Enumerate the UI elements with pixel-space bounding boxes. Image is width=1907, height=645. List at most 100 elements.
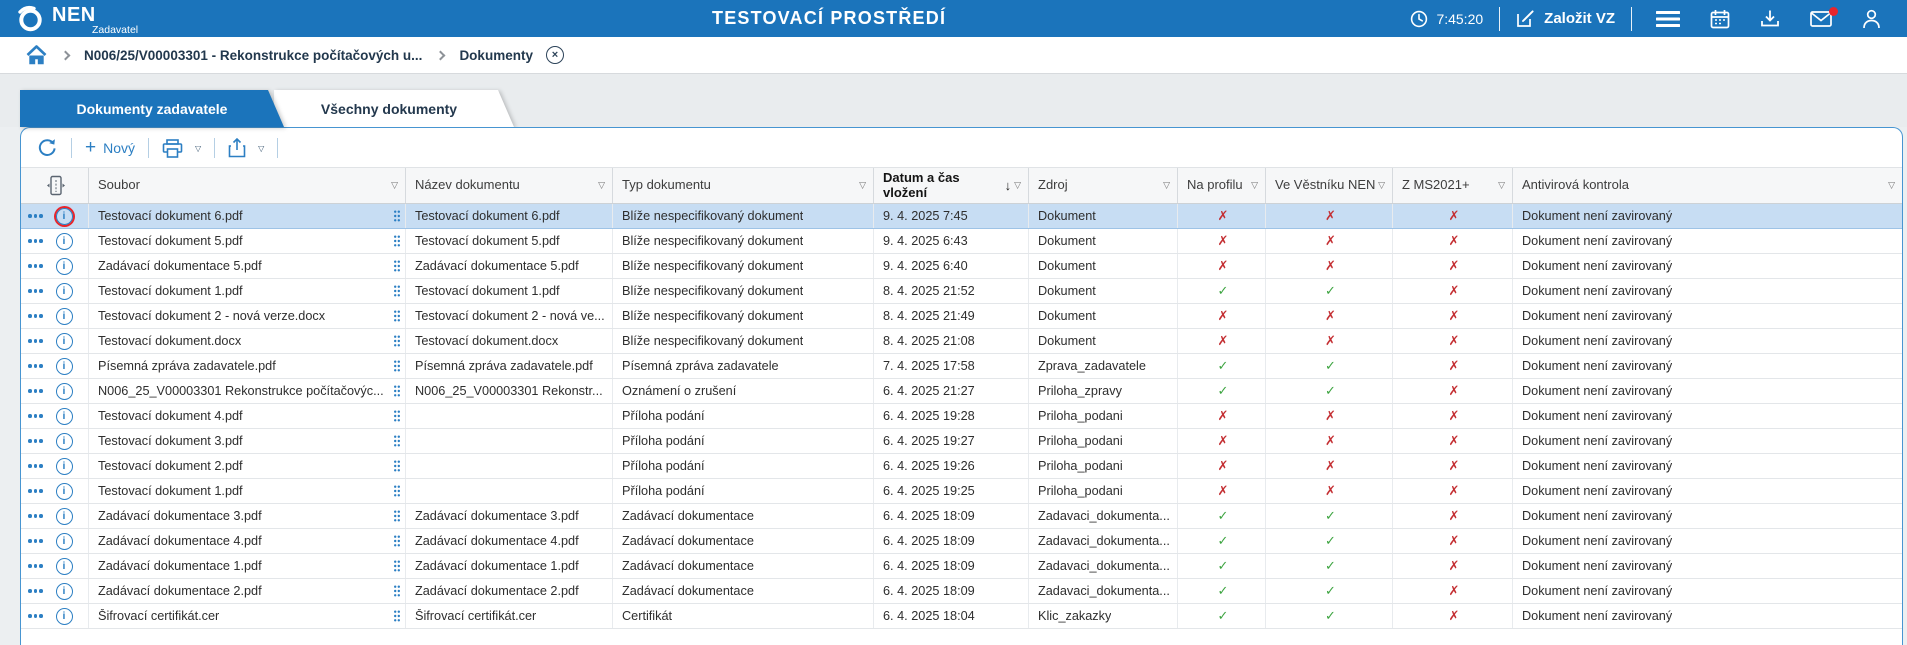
filter-icon[interactable]: ▽ (1498, 180, 1505, 190)
drag-handle-icon[interactable] (393, 235, 401, 248)
info-icon[interactable]: i (55, 557, 73, 575)
column-header-antivirova-kontrola[interactable]: Antivirová kontrola ▽ (1522, 177, 1895, 193)
row-menu-kebab-icon[interactable] (28, 389, 45, 393)
info-icon[interactable]: i (55, 357, 73, 375)
new-button[interactable]: + Nový (85, 137, 136, 158)
info-icon[interactable]: i (55, 257, 73, 275)
row-menu-kebab-icon[interactable] (28, 464, 45, 468)
row-menu-kebab-icon[interactable] (28, 539, 45, 543)
table-row[interactable]: i Písemná zpráva zadavatele.pdf Písemná … (21, 354, 1902, 379)
filter-icon[interactable]: ▽ (859, 180, 866, 190)
table-row[interactable]: i Testovací dokument 1.pdf Příloha podán… (21, 479, 1902, 504)
table-row[interactable]: i Testovací dokument 3.pdf Příloha podán… (21, 429, 1902, 454)
info-icon[interactable]: i (55, 507, 73, 525)
refresh-button[interactable] (36, 137, 58, 159)
breadcrumb-item-procurement[interactable]: N006/25/V00003301 - Rekonstrukce počítač… (84, 47, 423, 63)
drag-handle-icon[interactable] (393, 585, 401, 598)
table-row[interactable]: i Testovací dokument 2 - nová verze.docx… (21, 304, 1902, 329)
table-row[interactable]: i Šifrovací certifikát.cer Šifrovací cer… (21, 604, 1902, 629)
row-menu-kebab-icon[interactable] (28, 264, 45, 268)
drag-handle-icon[interactable] (393, 510, 401, 523)
row-menu-kebab-icon[interactable] (28, 339, 45, 343)
column-header-ve-vestniku-nen[interactable]: Ve Věstníku NEN ▽ (1266, 168, 1393, 203)
info-icon[interactable]: i (55, 582, 73, 600)
drag-handle-icon[interactable] (393, 310, 401, 323)
table-row[interactable]: i N006_25_V00003301 Rekonstrukce počítač… (21, 379, 1902, 404)
home-icon[interactable] (26, 45, 47, 65)
filter-icon[interactable]: ▽ (1014, 180, 1021, 190)
create-vz-button[interactable]: Založit VZ (1516, 9, 1615, 28)
column-header-nazev-dokumentu[interactable]: Název dokumentu ▽ (406, 168, 613, 203)
export-button[interactable]: ▽ (228, 138, 264, 158)
drag-handle-icon[interactable] (393, 360, 401, 373)
tab-vsechny-dokumenty[interactable]: Všechny dokumenty (274, 90, 514, 127)
breadcrumb-item-dokumenty[interactable]: Dokumenty (459, 47, 533, 63)
info-icon[interactable]: i (55, 457, 73, 475)
filter-icon[interactable]: ▽ (1163, 180, 1170, 190)
drag-handle-icon[interactable] (393, 435, 401, 448)
nen-logo[interactable]: NEN Zadavatel (16, 1, 138, 36)
column-header-zdroj[interactable]: Zdroj ▽ (1029, 168, 1178, 203)
drag-handle-icon[interactable] (393, 410, 401, 423)
drag-handle-icon[interactable] (393, 285, 401, 298)
filter-icon[interactable]: ▽ (598, 180, 605, 190)
filter-icon[interactable]: ▽ (1251, 180, 1258, 190)
sort-desc-icon[interactable]: ↓ (1004, 178, 1012, 193)
table-row[interactable]: i Zadávací dokumentace 2.pdf Zadávací do… (21, 579, 1902, 604)
row-menu-kebab-icon[interactable] (28, 439, 45, 443)
info-icon[interactable]: i (55, 332, 73, 350)
drag-handle-icon[interactable] (393, 485, 401, 498)
row-menu-kebab-icon[interactable] (28, 289, 45, 293)
column-header-soubor[interactable]: Soubor ▽ (89, 168, 406, 203)
download-button[interactable] (1760, 9, 1780, 29)
messages-button[interactable] (1810, 6, 1838, 27)
drag-handle-icon[interactable] (393, 460, 401, 473)
tab-dokumenty-zadavatele[interactable]: Dokumenty zadavatele (20, 90, 284, 127)
row-menu-kebab-icon[interactable] (28, 514, 45, 518)
table-row[interactable]: i Testovací dokument 4.pdf Příloha podán… (21, 404, 1902, 429)
info-icon[interactable]: i (55, 382, 73, 400)
column-header-z-ms2021[interactable]: Z MS2021+ ▽ (1393, 168, 1513, 203)
user-button[interactable] (1862, 9, 1881, 29)
table-row[interactable]: i Testovací dokument.docx Testovací doku… (21, 329, 1902, 354)
info-icon[interactable]: i (55, 407, 73, 425)
column-header-na-profilu[interactable]: Na profilu ▽ (1178, 168, 1266, 203)
table-row[interactable]: i Zadávací dokumentace 5.pdf Zadávací do… (21, 254, 1902, 279)
table-row[interactable]: i Testovací dokument 5.pdf Testovací dok… (21, 229, 1902, 254)
table-row[interactable]: i Zadávací dokumentace 3.pdf Zadávací do… (21, 504, 1902, 529)
table-row[interactable]: i Testovací dokument 2.pdf Příloha podán… (21, 454, 1902, 479)
drag-handle-icon[interactable] (393, 560, 401, 573)
filter-icon[interactable]: ▽ (1888, 180, 1895, 190)
table-row[interactable]: i Zadávací dokumentace 4.pdf Zadávací do… (21, 529, 1902, 554)
row-menu-kebab-icon[interactable] (28, 614, 45, 618)
info-icon[interactable]: i (55, 607, 73, 625)
table-row[interactable]: i Testovací dokument 1.pdf Testovací dok… (21, 279, 1902, 304)
drag-handle-icon[interactable] (393, 260, 401, 273)
drag-handle-icon[interactable] (393, 335, 401, 348)
close-breadcrumb-icon[interactable]: × (545, 46, 564, 64)
print-button[interactable]: ▽ (162, 138, 201, 158)
calendar-button[interactable] (1710, 9, 1730, 29)
info-icon[interactable]: i (55, 532, 73, 550)
menu-button[interactable] (1656, 10, 1680, 28)
filter-icon[interactable]: ▽ (1378, 180, 1385, 190)
row-menu-kebab-icon[interactable] (28, 564, 45, 568)
info-icon[interactable]: i (55, 207, 73, 225)
table-row[interactable]: i Testovací dokument 6.pdf Testovací dok… (21, 204, 1902, 229)
row-menu-kebab-icon[interactable] (28, 239, 45, 243)
drag-handle-icon[interactable] (393, 535, 401, 548)
row-menu-kebab-icon[interactable] (28, 364, 45, 368)
row-menu-kebab-icon[interactable] (28, 214, 45, 218)
column-chooser-button[interactable] (21, 168, 89, 203)
info-icon[interactable]: i (55, 482, 73, 500)
row-menu-kebab-icon[interactable] (28, 589, 45, 593)
row-menu-kebab-icon[interactable] (28, 314, 45, 318)
filter-icon[interactable]: ▽ (391, 180, 398, 190)
info-icon[interactable]: i (55, 282, 73, 300)
column-header-datum-a-cas-vlozeni[interactable]: Datum a čas vložení ↓ ▽ (874, 168, 1029, 203)
column-header-typ-dokumentu[interactable]: Typ dokumentu ▽ (613, 168, 874, 203)
row-menu-kebab-icon[interactable] (28, 414, 45, 418)
row-menu-kebab-icon[interactable] (28, 489, 45, 493)
drag-handle-icon[interactable] (393, 210, 401, 223)
info-icon[interactable]: i (55, 432, 73, 450)
